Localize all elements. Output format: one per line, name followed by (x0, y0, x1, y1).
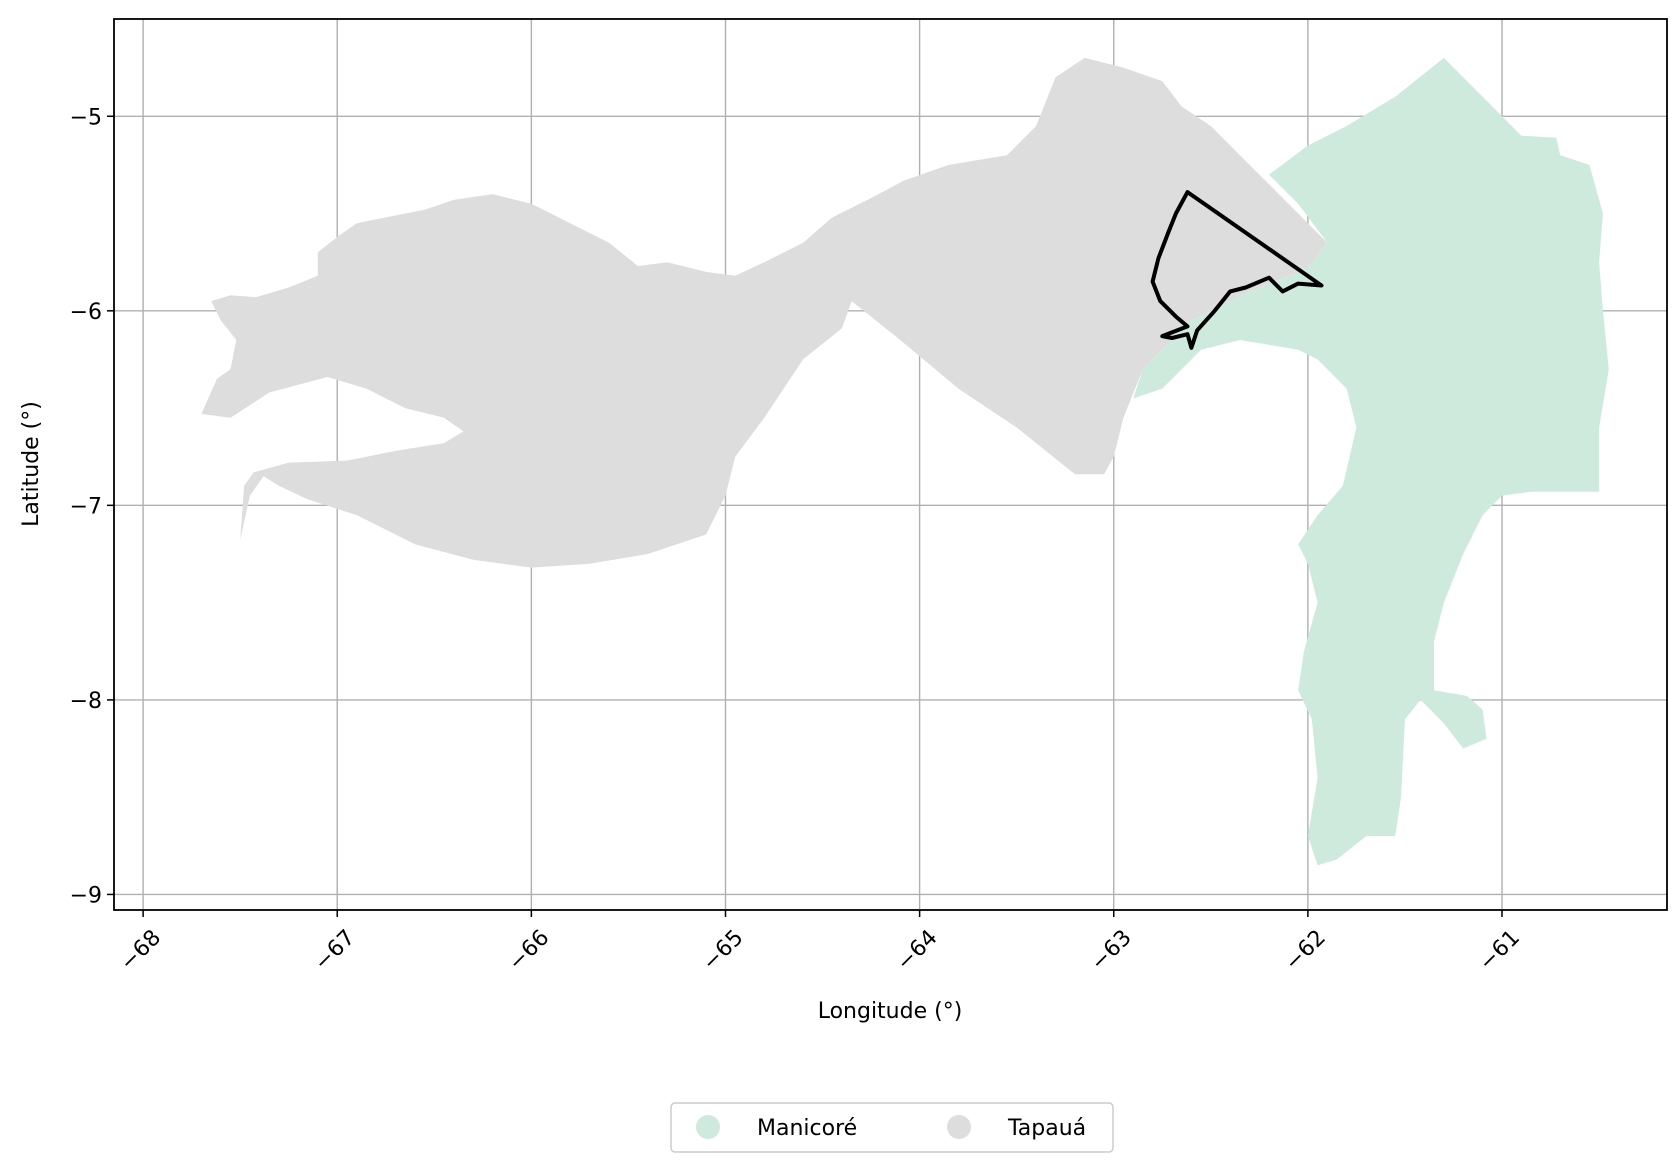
map-regions (201, 57, 1609, 866)
y-tick-label-4: −9 (70, 883, 102, 908)
legend-label-manicore: Manicoré (757, 1116, 857, 1141)
y-tick-label-2: −7 (70, 494, 102, 519)
legend-swatch-tapaua (947, 1115, 971, 1139)
legend-frame (670, 1102, 1114, 1153)
y-axis-label: Latitude (°) (19, 401, 44, 527)
y-axis-ticks: −5 −6 −7 −8 −9 (70, 105, 114, 908)
region-tapaua (201, 57, 1328, 568)
boundary-outline (1150, 190, 1324, 350)
x-axis-label: Longitude (°) (818, 999, 963, 1024)
legend-label-tapaua: Tapauá (1007, 1116, 1086, 1141)
y-tick-label-1: −6 (70, 300, 102, 325)
boundary-layer (1150, 190, 1324, 350)
x-axis-ticks: −68 −67 −66 −65 −64 −63 −62 −61 (116, 910, 1525, 976)
region-manicore (1133, 57, 1609, 866)
y-tick-label-3: −8 (70, 689, 102, 714)
y-tick-label-0: −5 (70, 105, 102, 130)
legend-swatch-manicore (696, 1115, 720, 1139)
plot-frame (113, 18, 1668, 911)
legend: Manicoré Tapauá (670, 1102, 1114, 1153)
